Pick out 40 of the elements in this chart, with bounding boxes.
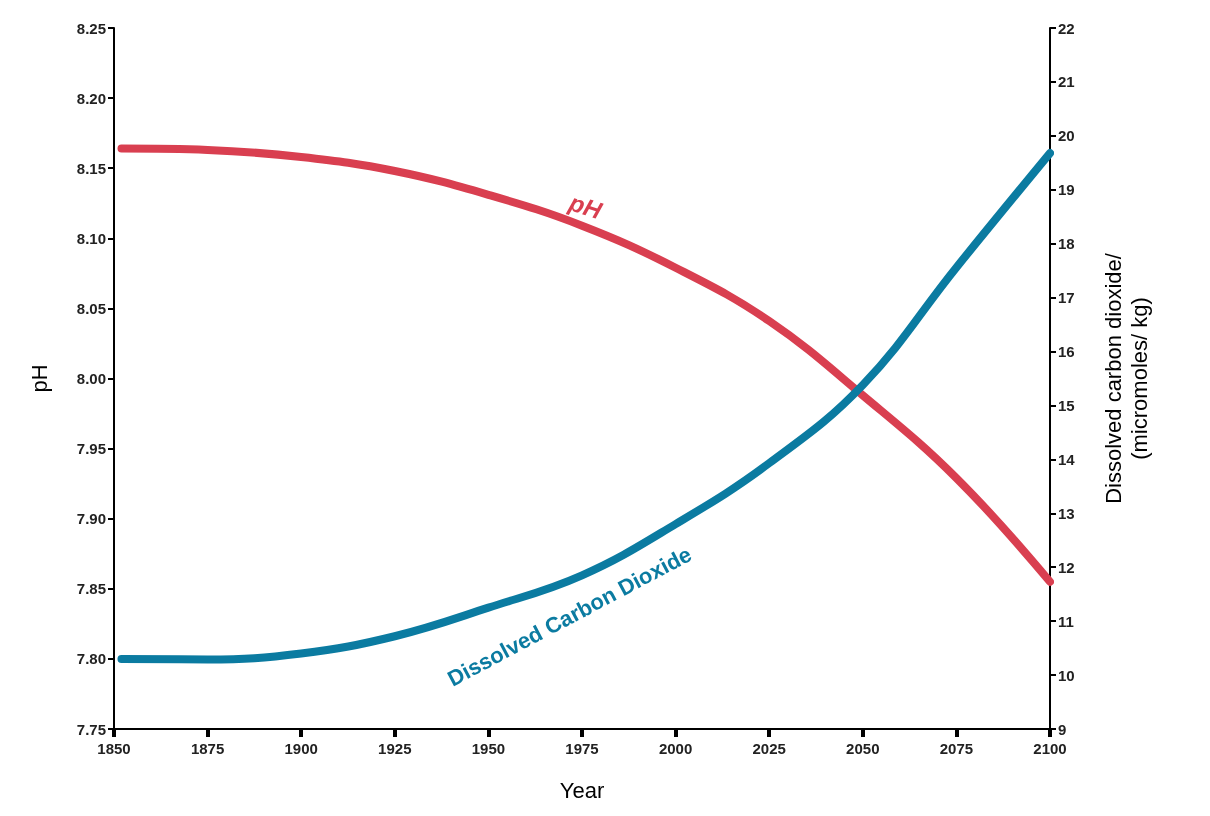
x-tick-label: 1925 (378, 740, 412, 757)
y2-tick-label: 22 (1058, 19, 1075, 37)
x-tick-label: 1850 (97, 740, 131, 757)
y2-tick-label: 10 (1058, 666, 1075, 684)
y2-tick-label: 16 (1058, 343, 1075, 361)
x-tick-label: 2100 (1033, 740, 1067, 757)
x-tick-label: 1900 (284, 740, 318, 757)
y2-axis-title: Dissolved carbon dioxide/ (micromoles/ kg) (1100, 252, 1152, 504)
y2-tick-label: 18 (1058, 235, 1075, 253)
x-tick-label: 1950 (471, 740, 506, 757)
y2-tick-label: 13 (1058, 504, 1075, 522)
y2-tick-label: 20 (1058, 127, 1075, 145)
y2-tick-label: 17 (1058, 289, 1075, 307)
x-tick-label: 2025 (752, 740, 786, 757)
text: pH (565, 188, 606, 225)
x-tick-label: 2050 (846, 740, 880, 757)
y-axis-title: pH (26, 364, 52, 393)
y-tick-label: 7.80 (76, 650, 106, 668)
x-tick-label: 2000 (658, 740, 693, 757)
y2-tick-label: 14 (1058, 450, 1076, 468)
y-tick-label: 8.05 (76, 299, 106, 317)
y2-tick-label: 19 (1058, 181, 1075, 199)
y-tick-label: 7.95 (76, 440, 106, 458)
y-tick-label: 8.25 (76, 19, 106, 37)
y2-tick-label: 11 (1058, 612, 1074, 630)
y2-tick-label: 21 (1058, 73, 1075, 91)
y2-tick-label: 9 (1058, 720, 1067, 738)
x-tick-label: 1975 (565, 740, 599, 757)
x-tick-label: 1875 (190, 740, 225, 757)
y-tick-label: 8.20 (76, 89, 106, 107)
y-tick-label: 8.15 (76, 159, 106, 177)
y2-tick-label: 15 (1058, 396, 1075, 414)
y-tick-label: 8.00 (76, 370, 106, 387)
y2-tick-label: 12 (1058, 558, 1075, 576)
x-tick-label: 2075 (939, 740, 974, 757)
y-tick-label: 7.85 (76, 580, 106, 598)
y-tick-label: 7.75 (76, 720, 106, 738)
y-tick-label: 7.90 (76, 510, 106, 528)
y-tick-label: 8.10 (76, 229, 106, 247)
x-axis-title: Year (559, 777, 605, 803)
